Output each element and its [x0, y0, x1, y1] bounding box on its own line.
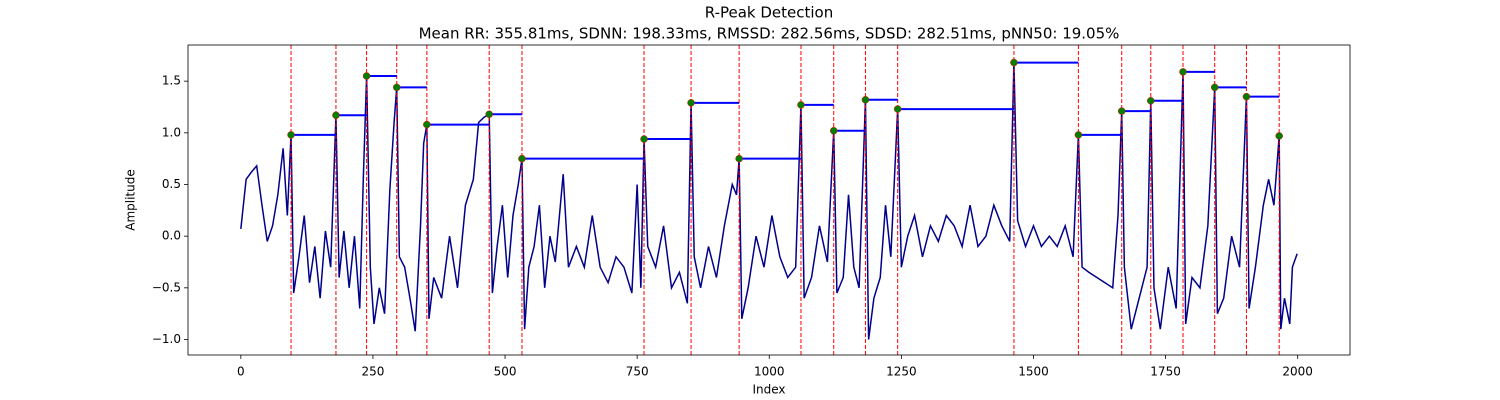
- r-peak: [893, 105, 902, 113]
- y-tick-label: −1.0: [152, 332, 181, 346]
- x-tick-label: 1000: [754, 365, 785, 379]
- y-tick-label: 0.0: [162, 229, 181, 243]
- r-peak: [640, 135, 648, 143]
- r-peak: [1117, 107, 1126, 115]
- r-peak: [518, 154, 526, 163]
- r-peak: [392, 83, 401, 92]
- x-tick-label: 750: [626, 365, 649, 379]
- y-tick-label: 0.5: [162, 177, 181, 191]
- x-tick-label: 250: [361, 365, 384, 379]
- y-tick-label: 1.5: [162, 74, 181, 88]
- r-peak: [1074, 131, 1083, 139]
- r-peak: [485, 110, 493, 118]
- r-peak: [1210, 83, 1219, 92]
- r-peak: [1147, 97, 1155, 105]
- r-peak: [423, 120, 431, 129]
- r-peak: [1179, 68, 1187, 76]
- r-peak: [735, 154, 743, 163]
- plot-frame: [187, 44, 1351, 356]
- y-tick-label: 1.0: [162, 125, 181, 139]
- r-peak: [287, 131, 295, 139]
- y-tick-label: −0.5: [152, 280, 181, 294]
- x-tick-label: 500: [494, 365, 517, 379]
- r-peak: [797, 101, 805, 109]
- y-axis-label: Amplitude: [124, 169, 138, 231]
- r-peak: [861, 96, 870, 104]
- r-peak: [332, 111, 340, 120]
- x-tick-label: 1500: [1018, 365, 1049, 379]
- x-tick-label: 1250: [886, 365, 917, 379]
- signal-line: [240, 62, 1298, 340]
- chart-subtitle: Mean RR: 355.81ms, SDNN: 198.33ms, RMSSD…: [419, 25, 1120, 43]
- r-peak: [829, 127, 838, 135]
- x-axis-label: Index: [752, 383, 785, 397]
- x-tick-label: 0: [237, 365, 245, 379]
- chart-title: R-Peak Detection: [705, 4, 833, 22]
- x-tick-label: 1750: [1150, 365, 1181, 379]
- r-peak: [1242, 92, 1251, 101]
- r-peak: [1275, 132, 1283, 140]
- r-peak: [1010, 58, 1018, 67]
- r-peak: [362, 72, 371, 80]
- x-tick-label: 2000: [1282, 365, 1313, 379]
- r-peak: [687, 99, 695, 107]
